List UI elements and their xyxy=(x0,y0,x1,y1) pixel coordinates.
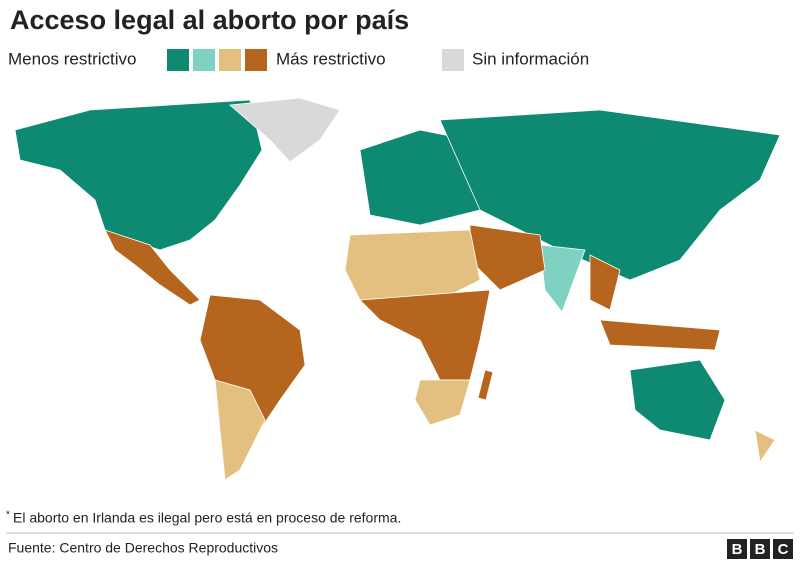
north-america xyxy=(14,99,263,251)
greenland xyxy=(229,97,341,163)
central-america xyxy=(104,229,201,306)
logo-box xyxy=(727,539,747,559)
source: Fuente: Centro de Derechos Reproductivos xyxy=(8,540,278,556)
australia xyxy=(629,359,726,441)
north-africa xyxy=(344,229,481,301)
world-map xyxy=(14,97,781,481)
southern-africa xyxy=(414,379,471,426)
madagascar xyxy=(477,369,494,401)
legend-swatch xyxy=(219,49,241,71)
legend-swatch xyxy=(442,49,464,71)
southern-cone xyxy=(214,379,266,481)
legend-swatch xyxy=(245,49,267,71)
legend-high-label: Más restrictivo xyxy=(276,49,386,68)
new-zealand xyxy=(754,429,776,464)
middle-east xyxy=(469,224,546,291)
logo-letter: C xyxy=(778,541,789,558)
legend-low-label: Menos restrictivo xyxy=(8,49,136,68)
footnote-mark: * xyxy=(6,510,10,521)
india xyxy=(539,244,586,313)
central-africa xyxy=(359,289,491,381)
logo-box xyxy=(773,539,793,559)
russia-asia xyxy=(439,109,781,281)
logo-letter: B xyxy=(732,541,743,558)
legend-swatch xyxy=(167,49,189,71)
logo-box xyxy=(750,539,770,559)
legend-scale xyxy=(167,49,267,71)
southeast-asia xyxy=(589,254,621,311)
title: Acceso legal al aborto por país xyxy=(10,5,409,35)
indonesia xyxy=(599,319,721,351)
legend-swatch xyxy=(193,49,215,71)
logo-letter: B xyxy=(755,541,766,558)
legend-no-info-label: Sin información xyxy=(472,49,589,68)
footnote: El aborto en Irlanda es ilegal pero está… xyxy=(13,510,401,526)
